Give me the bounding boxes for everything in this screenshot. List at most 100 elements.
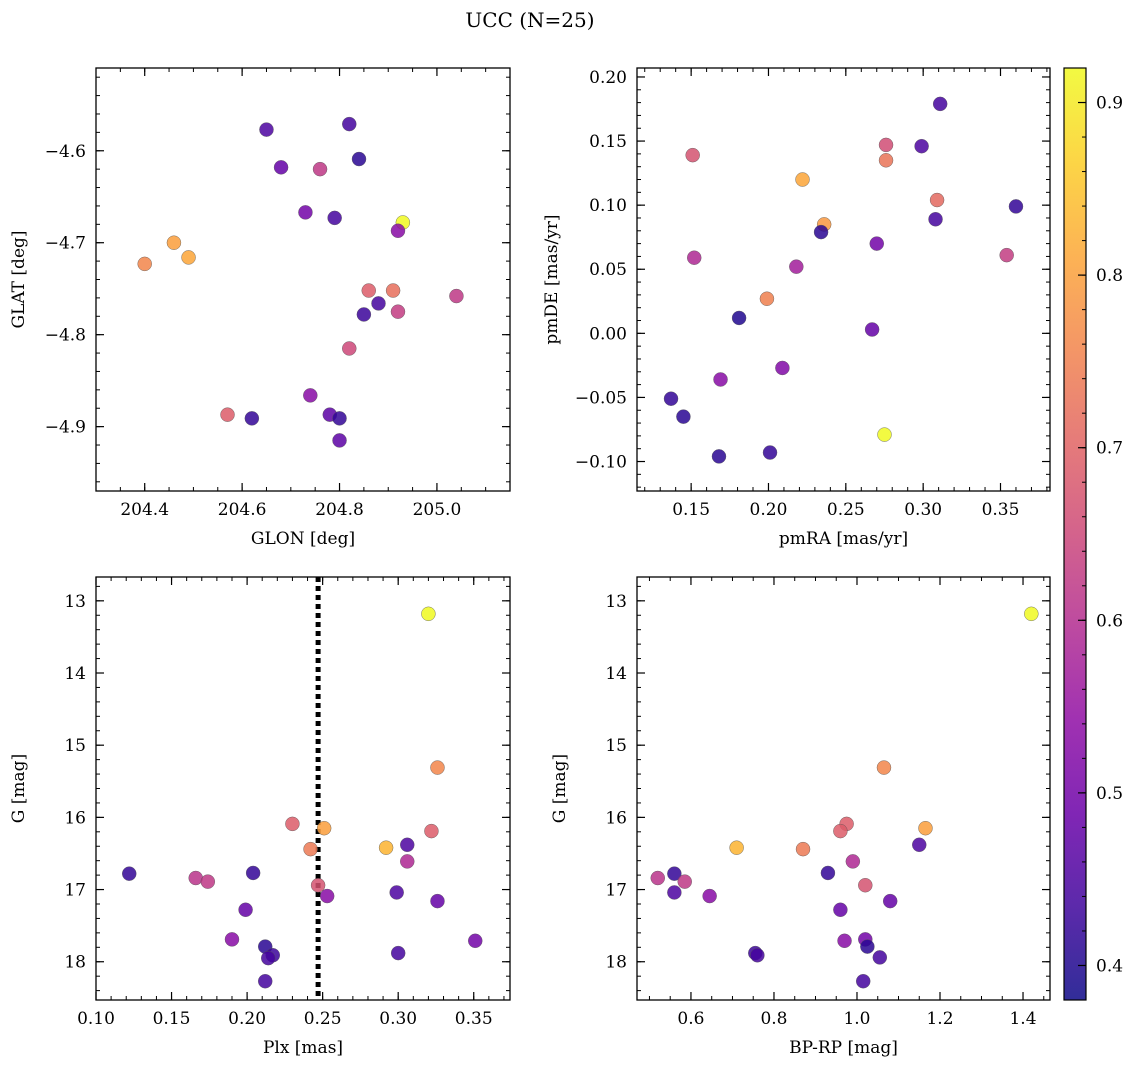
x-tick-label: 0.15 — [153, 1009, 191, 1029]
scatter-point — [424, 823, 439, 839]
scatter-point — [244, 411, 260, 426]
y-tick-label: 17 — [64, 881, 86, 901]
scatter-point — [869, 236, 884, 251]
scatter-point — [332, 411, 347, 426]
colorbar-tick-label: 0.9 — [1096, 94, 1123, 114]
x-tick-label: 204.6 — [218, 500, 267, 520]
scatter-point — [122, 866, 137, 881]
y-axis-label: GLAT [deg] — [9, 230, 29, 328]
y-axis-label: G [mag] — [9, 754, 29, 823]
scatter-point — [316, 821, 332, 836]
scatter-point — [878, 137, 894, 153]
scatter-point — [929, 192, 945, 208]
scatter-point — [137, 256, 152, 272]
x-tick-label: 0.8 — [760, 1009, 787, 1029]
scatter-point — [342, 116, 357, 132]
scatter-point — [332, 433, 347, 448]
scatter-point — [775, 360, 790, 376]
scatter-point — [258, 974, 273, 989]
x-tick-label: 1.4 — [1009, 1009, 1036, 1029]
y-tick-label: 0.00 — [589, 324, 627, 344]
colorbar-tick-label: 0.6 — [1096, 611, 1123, 631]
scatter-point — [327, 210, 342, 226]
scatter-point — [1024, 606, 1039, 622]
colorbar: 0.4 0.5 0.6 0.7 0.8 0.9 — [1063, 67, 1123, 1001]
y-tick-label: 14 — [605, 664, 627, 684]
x-tick-label: 0.30 — [904, 500, 942, 520]
x-tick-label: 1.0 — [843, 1009, 870, 1029]
scatter-point — [650, 870, 665, 886]
scatter-point — [390, 945, 406, 961]
scatter-point — [912, 837, 927, 853]
y-axis-label: pmDE [mas/yr] — [542, 214, 562, 344]
x-tick-label: 0.30 — [379, 1009, 417, 1029]
scatter-point — [795, 841, 811, 857]
scatter-point — [702, 888, 717, 904]
scatter-point — [750, 948, 765, 963]
scatter-point — [856, 974, 871, 989]
scatter-point — [319, 888, 335, 904]
scatter-point — [813, 224, 829, 240]
scatter-point — [713, 372, 728, 387]
scatter-point — [820, 865, 836, 881]
scatter-point — [468, 933, 483, 949]
scatter-point — [878, 153, 894, 168]
y-tick-label: −4.6 — [45, 142, 86, 162]
scatter-point — [356, 307, 372, 322]
scatter-point — [864, 322, 880, 337]
colorbar-tick-label: 0.5 — [1096, 784, 1123, 804]
scatter-point — [351, 151, 367, 167]
x-tick-label: 0.6 — [677, 1009, 704, 1029]
scatter-point — [759, 291, 775, 306]
scatter-point — [729, 840, 744, 855]
figure-title: UCC (N=25) — [465, 8, 594, 32]
scatter-point — [663, 391, 679, 406]
y-tick-label: 0.10 — [589, 196, 627, 216]
scatter-point — [687, 250, 702, 265]
scatter-point — [932, 96, 948, 112]
x-tick-label: 0.15 — [672, 500, 710, 520]
axes-frame — [95, 576, 511, 1001]
scatter-point — [390, 223, 406, 238]
x-tick-label: 0.25 — [304, 1009, 342, 1029]
y-tick-label: 15 — [605, 736, 627, 756]
scatter-point — [312, 161, 328, 177]
colorbar-tick-label: 0.4 — [1096, 956, 1123, 976]
scatter-point — [845, 854, 861, 869]
scatter-point — [385, 283, 401, 298]
scatter-point — [449, 288, 464, 304]
y-tick-label: 18 — [605, 953, 627, 973]
scatter-point — [711, 449, 727, 464]
scatter-point — [298, 205, 313, 220]
colorbar-tick-label: 0.8 — [1096, 266, 1123, 286]
x-tick-label: 204.8 — [315, 500, 364, 520]
y-tick-label: 13 — [64, 592, 86, 612]
x-tick-label: 205.0 — [413, 500, 462, 520]
scatter-point — [876, 760, 892, 775]
scatter-point — [273, 160, 289, 175]
axes-frame — [636, 576, 1051, 1001]
scatter-point — [378, 840, 394, 855]
scatter-point — [1008, 199, 1024, 214]
x-tick-label: 0.20 — [750, 500, 788, 520]
scatter-point — [877, 427, 892, 442]
x-tick-label: 0.20 — [228, 1009, 266, 1029]
scatter-point — [303, 841, 318, 857]
scatter-point — [999, 247, 1014, 263]
y-tick-label: 13 — [605, 592, 627, 612]
scatter-panel: 204.4 204.6 204.8 205.0 −4.6 −4.7 −4.8 −4.9 GLON… — [9, 67, 511, 549]
scatter-point — [833, 902, 848, 917]
scatter-point — [220, 407, 235, 422]
scatter-point — [238, 902, 253, 917]
y-tick-label: 17 — [605, 881, 627, 901]
scatter-point — [762, 445, 778, 460]
scatter-point — [389, 885, 404, 900]
scatter-point — [872, 950, 888, 965]
x-tick-label: 0.10 — [77, 1009, 115, 1029]
x-tick-label: 204.4 — [120, 500, 169, 520]
x-tick-label: 0.25 — [827, 500, 865, 520]
scatter-point — [421, 606, 436, 622]
scatter-point — [882, 893, 898, 909]
y-tick-label: 16 — [605, 808, 627, 828]
